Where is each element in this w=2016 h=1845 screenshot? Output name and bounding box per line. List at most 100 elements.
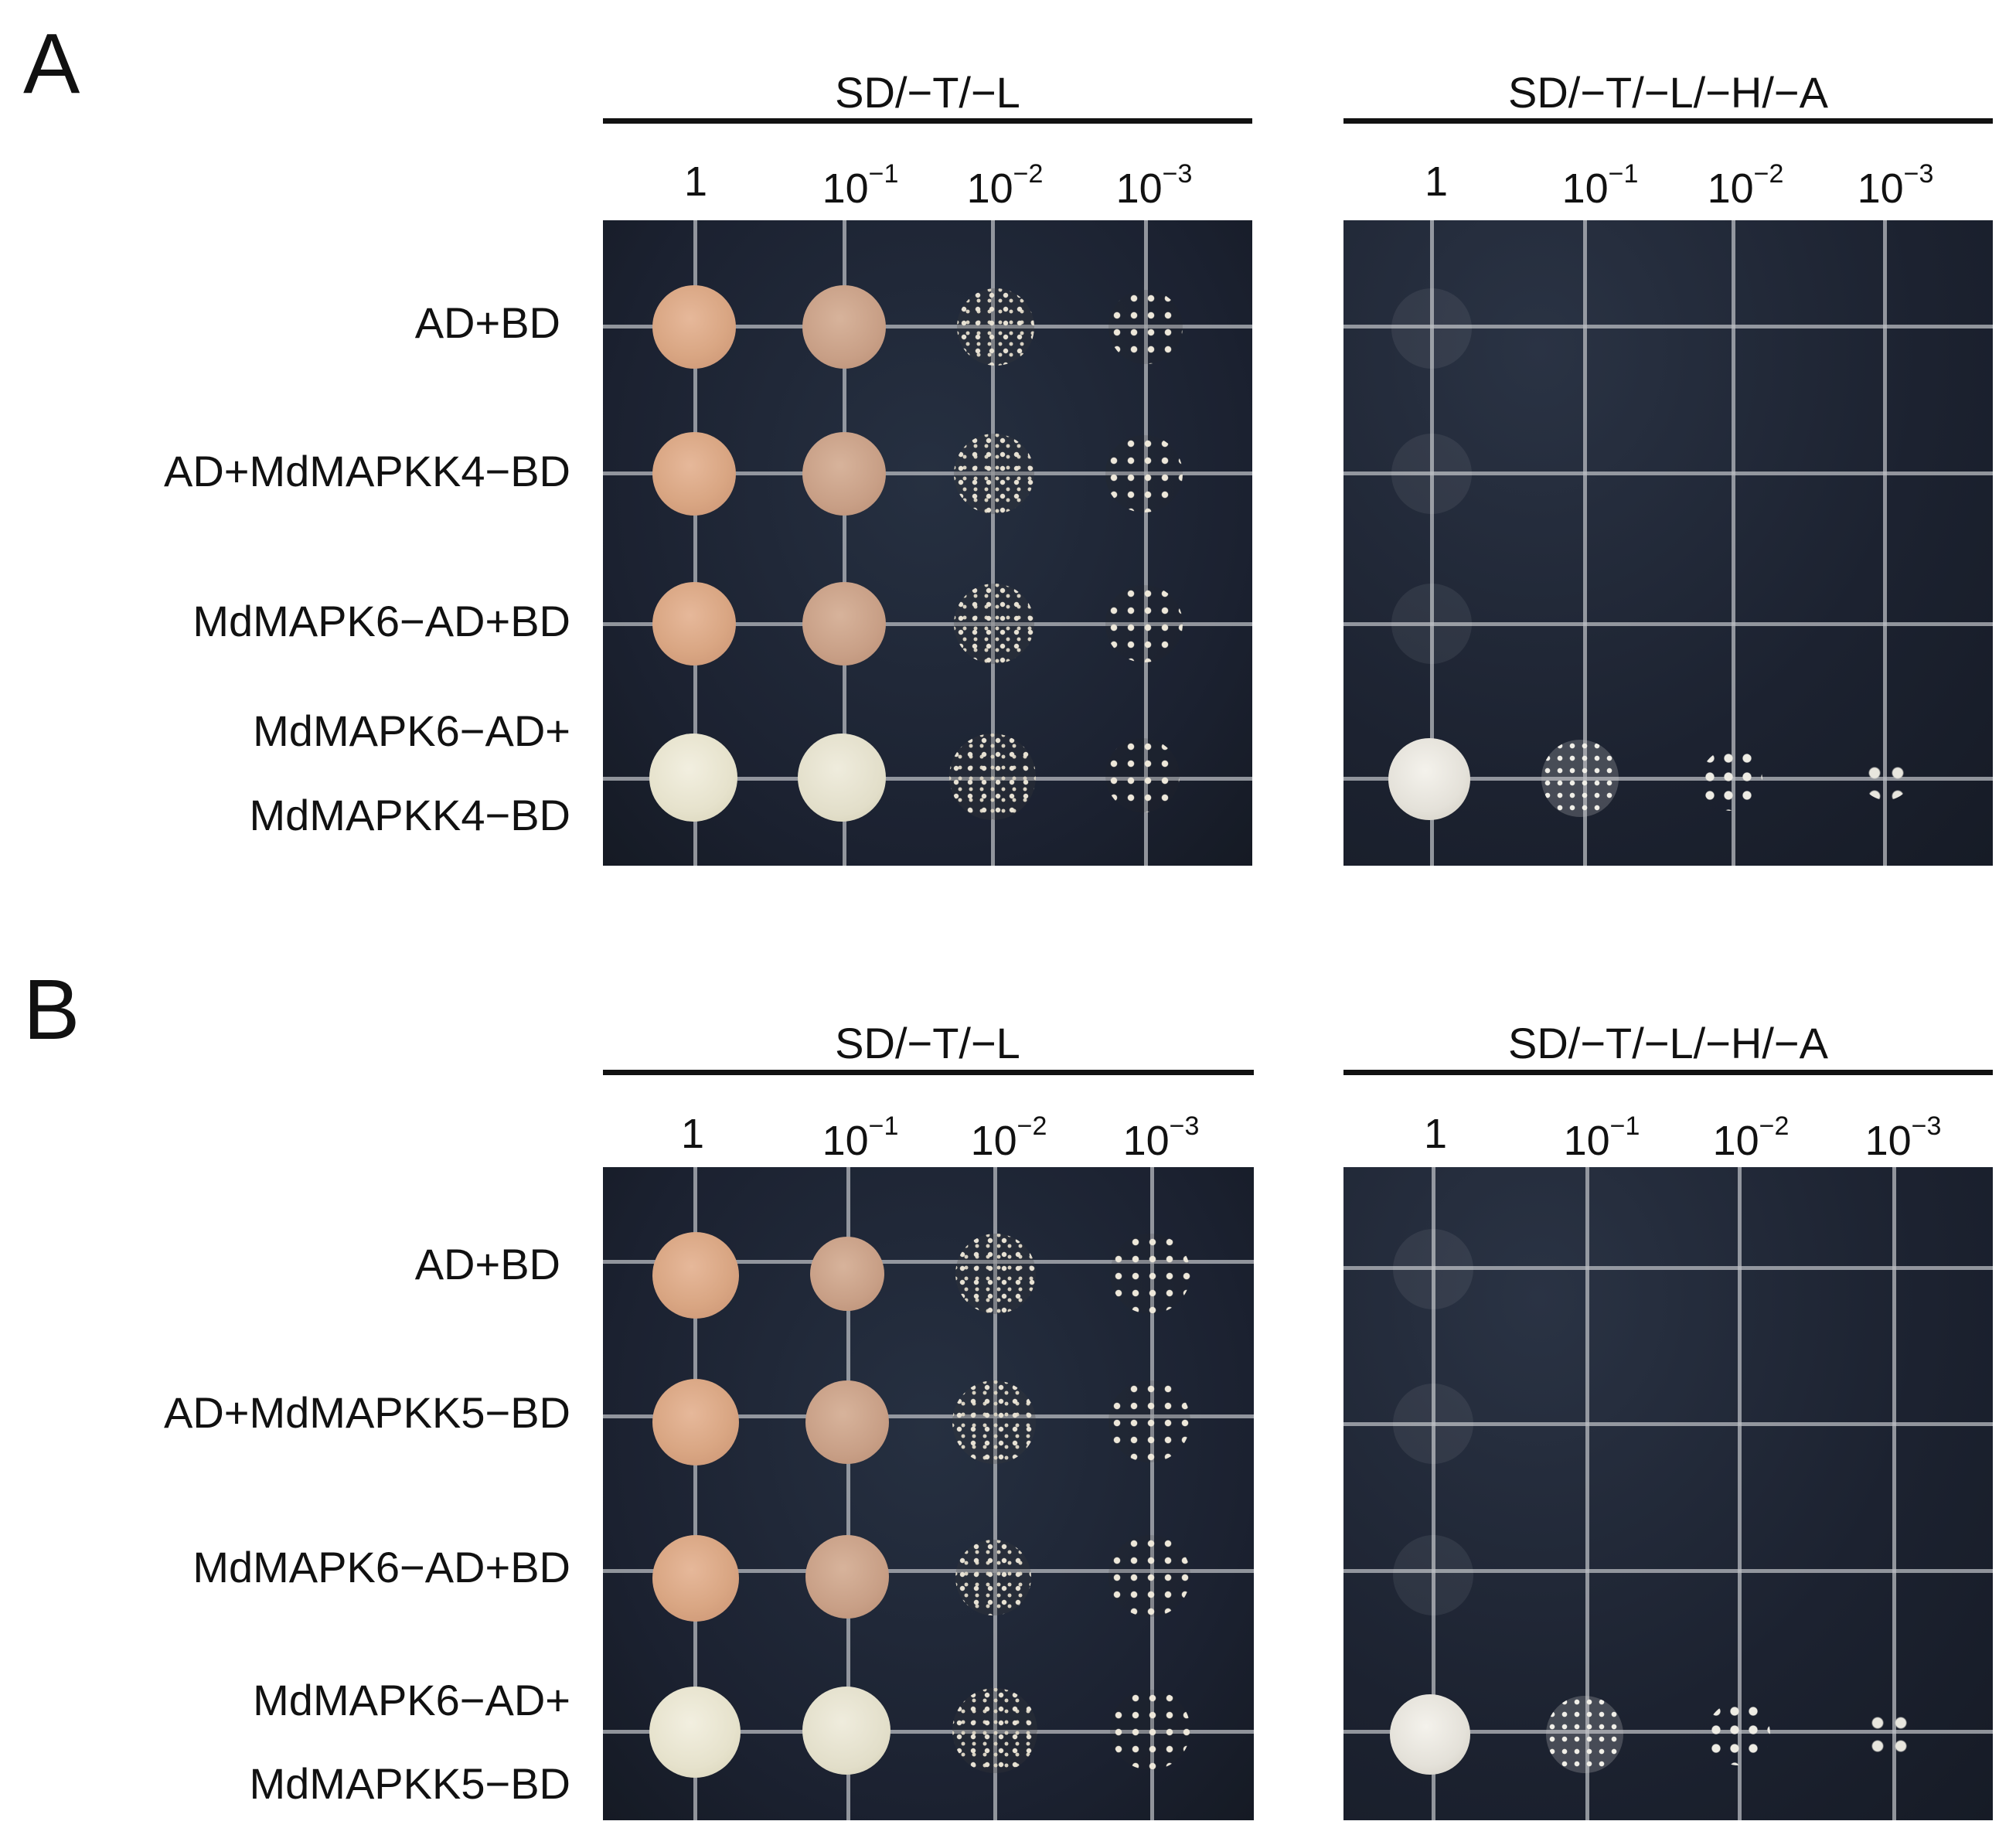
dilution-header: 10−2 bbox=[1712, 1111, 1790, 1164]
row-label: MdMAPK6−AD+ bbox=[253, 1676, 570, 1724]
yeast-spot bbox=[954, 434, 1034, 514]
dilution-header: 10−3 bbox=[1857, 159, 1934, 212]
row-label: MdMAPKK5−BD bbox=[249, 1759, 571, 1808]
agar-plate-a-right bbox=[1343, 220, 1993, 866]
plate-grid-line bbox=[991, 220, 995, 866]
plate-grid-line bbox=[1892, 1167, 1896, 1820]
plate-grid-line bbox=[1343, 1569, 1993, 1573]
yeast-spot bbox=[952, 1380, 1036, 1464]
yeast-spot bbox=[952, 1688, 1037, 1773]
dilution-header: 10−3 bbox=[1864, 1111, 1942, 1164]
yeast-spot bbox=[949, 734, 1036, 820]
plate-grid-line bbox=[846, 1167, 850, 1820]
yeast-spot bbox=[1105, 585, 1183, 662]
yeast-spot bbox=[955, 1540, 1031, 1615]
medium-underline-b-right bbox=[1343, 1070, 1993, 1075]
yeast-spot bbox=[649, 734, 737, 822]
yeast-spot bbox=[802, 582, 886, 665]
row-label: MdMAPK6−AD+ bbox=[253, 706, 570, 755]
yeast-spot bbox=[1701, 749, 1762, 811]
yeast-spot bbox=[1110, 1234, 1190, 1314]
yeast-spot bbox=[1393, 1229, 1473, 1309]
dilution-header: 10−1 bbox=[1561, 159, 1639, 212]
plate-grid-line bbox=[603, 777, 1252, 781]
dilution-header: 10−3 bbox=[1115, 159, 1193, 212]
yeast-spot bbox=[810, 1237, 884, 1311]
yeast-spot bbox=[805, 1535, 889, 1619]
yeast-spot bbox=[652, 582, 736, 665]
yeast-spot bbox=[1393, 1535, 1473, 1615]
plate-grid-line bbox=[1144, 220, 1148, 866]
dilution-header: 10−2 bbox=[970, 1111, 1047, 1164]
plate-grid-line bbox=[1738, 1167, 1742, 1820]
yeast-spot bbox=[957, 288, 1034, 366]
medium-underline-b-left bbox=[603, 1070, 1254, 1075]
plate-grid-line bbox=[1432, 1167, 1435, 1820]
medium-label-a-left: SD/−T/−L bbox=[835, 68, 1020, 117]
plate-grid-line bbox=[693, 220, 697, 866]
yeast-spot bbox=[1546, 1696, 1623, 1773]
plate-grid-line bbox=[1343, 777, 1993, 781]
yeast-spot bbox=[1388, 738, 1470, 820]
yeast-spot bbox=[1105, 435, 1183, 512]
plate-grid-line bbox=[993, 1167, 997, 1820]
yeast-spot bbox=[802, 432, 886, 516]
plate-grid-line bbox=[1343, 622, 1993, 626]
row-label: AD+BD bbox=[414, 298, 560, 347]
row-label: MdMAPK6−AD+BD bbox=[192, 597, 570, 645]
yeast-spot bbox=[1391, 584, 1472, 664]
yeast-spot bbox=[652, 1535, 739, 1622]
yeast-spot bbox=[954, 584, 1034, 664]
panel-label-b: B bbox=[23, 962, 80, 1057]
dilution-header: 10−1 bbox=[1563, 1111, 1640, 1164]
yeast-spot bbox=[1110, 1690, 1190, 1770]
medium-label-b-left: SD/−T/−L bbox=[835, 1019, 1020, 1067]
yeast-spot bbox=[1108, 1535, 1190, 1617]
medium-label-b-right: SD/−T/−L/−H/−A bbox=[1508, 1019, 1828, 1067]
row-label: MdMAPKK4−BD bbox=[249, 791, 571, 839]
dilution-header: 10−1 bbox=[822, 1111, 899, 1164]
agar-plate-b-right bbox=[1343, 1167, 1993, 1820]
yeast-spot bbox=[805, 1380, 889, 1464]
plate-grid-line bbox=[1732, 220, 1735, 866]
medium-underline-a-right bbox=[1343, 118, 1993, 124]
agar-plate-a-left bbox=[603, 220, 1252, 866]
dilution-header: 10−2 bbox=[966, 159, 1044, 212]
yeast-spot bbox=[1541, 740, 1619, 817]
yeast-spot bbox=[652, 1232, 739, 1319]
yeast-spot bbox=[1393, 1384, 1473, 1464]
yeast-spot bbox=[798, 734, 886, 822]
plate-grid-line bbox=[1585, 1167, 1589, 1820]
row-label: AD+BD bbox=[414, 1240, 560, 1288]
yeast-spot bbox=[1105, 738, 1180, 812]
yeast-spot bbox=[652, 285, 736, 369]
plate-grid-line bbox=[603, 1414, 1254, 1418]
yeast-spot bbox=[955, 1234, 1036, 1314]
yeast-spot bbox=[1390, 1694, 1470, 1775]
plate-grid-line bbox=[603, 1260, 1254, 1264]
plate-grid-line bbox=[1343, 471, 1993, 475]
yeast-spot bbox=[649, 1687, 741, 1778]
yeast-spot bbox=[1866, 1711, 1917, 1758]
yeast-spot bbox=[1108, 1380, 1190, 1462]
plate-grid-line bbox=[603, 325, 1252, 328]
yeast-spot bbox=[1108, 290, 1183, 364]
plate-grid-line bbox=[1150, 1167, 1154, 1820]
plate-grid-line bbox=[1583, 220, 1587, 866]
row-label: MdMAPK6−AD+BD bbox=[192, 1543, 570, 1591]
dilution-header: 10−1 bbox=[822, 159, 899, 212]
dilution-header: 10−3 bbox=[1122, 1111, 1200, 1164]
yeast-spot bbox=[802, 285, 886, 369]
yeast-spot bbox=[1863, 761, 1909, 800]
plate-grid-line bbox=[603, 622, 1252, 626]
panel-label-a: A bbox=[23, 16, 80, 111]
plate-grid-line bbox=[1883, 220, 1887, 866]
plate-grid-line bbox=[603, 471, 1252, 475]
row-label: AD+MdMAPKK5−BD bbox=[164, 1388, 570, 1437]
yeast-spot bbox=[1391, 288, 1472, 369]
dilution-header: 10−2 bbox=[1707, 159, 1784, 212]
plate-grid-line bbox=[843, 220, 846, 866]
plate-grid-line bbox=[1343, 1730, 1993, 1734]
dilution-header: 1 bbox=[1423, 1111, 1448, 1157]
dilution-header: 1 bbox=[1424, 158, 1449, 205]
